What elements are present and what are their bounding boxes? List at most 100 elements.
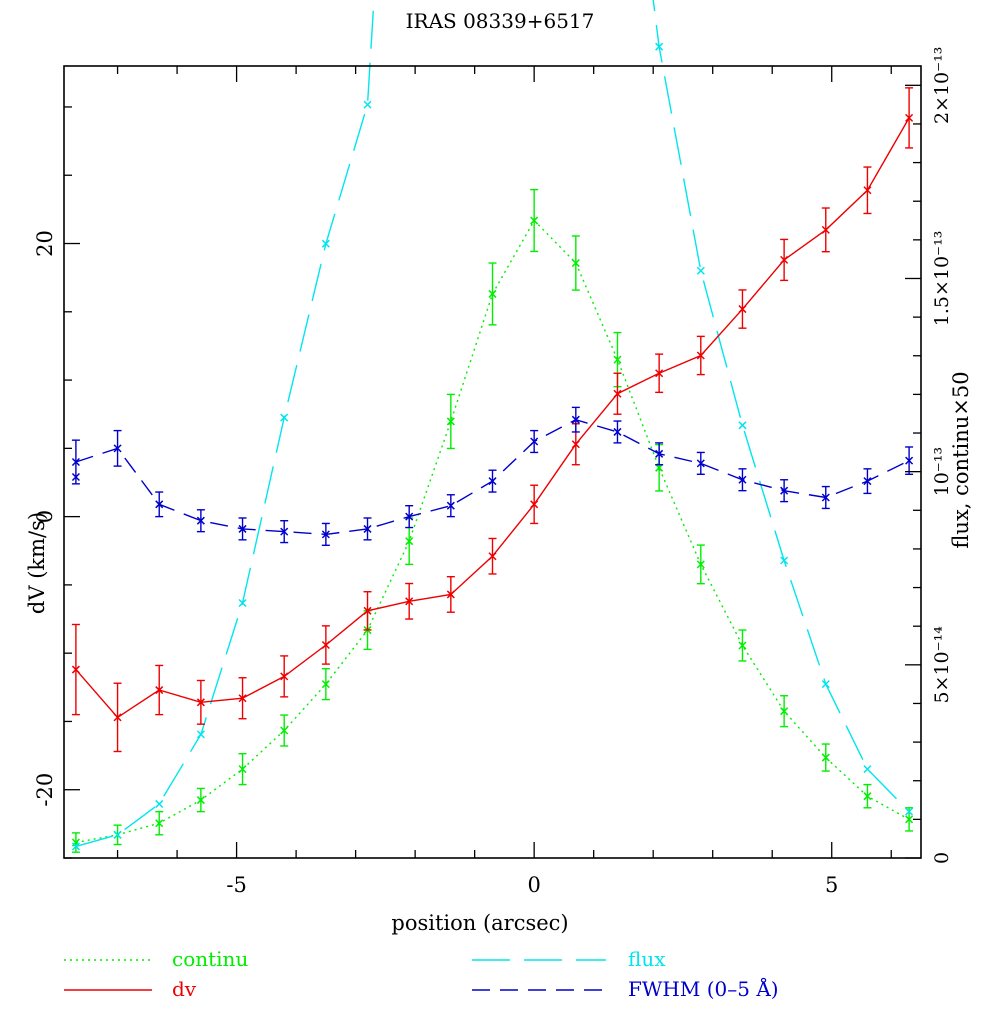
data-point xyxy=(905,113,914,122)
data-point xyxy=(738,305,747,314)
legend-label: flux xyxy=(628,947,666,971)
data-point xyxy=(446,417,455,426)
series-layer xyxy=(71,0,914,853)
data-point xyxy=(321,530,330,539)
data-point xyxy=(71,665,80,674)
data-point xyxy=(571,440,580,449)
data-point xyxy=(821,753,830,762)
series-continu xyxy=(71,188,914,853)
data-point xyxy=(321,680,330,689)
axis-layer: -5 0 5 -20 0 20 0 5×10⁻¹⁴ 10⁻¹³ 1.5×10⁻¹³ 2×10⁻¹³ xyxy=(33,47,953,897)
data-point-extra xyxy=(71,472,80,482)
data-point xyxy=(488,552,497,561)
data-point xyxy=(696,266,705,275)
data-point xyxy=(613,389,622,398)
y-right-tick-label: 1.5×10⁻¹³ xyxy=(931,231,953,327)
data-point xyxy=(488,289,497,298)
y-left-tick-label: 20 xyxy=(33,230,57,257)
data-point xyxy=(780,556,789,565)
data-point xyxy=(280,726,289,735)
data-point xyxy=(113,444,122,453)
data-point xyxy=(905,807,914,816)
data-point xyxy=(363,524,372,533)
y-right-tick-label: 5×10⁻¹⁴ xyxy=(931,626,953,704)
data-point xyxy=(488,477,497,486)
data-point xyxy=(71,842,80,851)
legend-label: continu xyxy=(172,947,248,971)
x-tick-label: 0 xyxy=(527,873,540,897)
data-point xyxy=(780,707,789,716)
data-point xyxy=(571,259,580,268)
data-point xyxy=(780,255,789,264)
data-point xyxy=(405,537,414,546)
series-flux xyxy=(71,0,914,851)
chart-title: IRAS 08339+6517 xyxy=(406,9,595,33)
data-point xyxy=(613,427,622,436)
data-point xyxy=(821,225,830,234)
data-point xyxy=(363,100,372,109)
series-dv xyxy=(71,87,914,753)
data-point xyxy=(155,500,164,509)
data-point xyxy=(71,457,80,467)
data-point xyxy=(780,486,789,495)
data-point xyxy=(738,421,747,430)
tick-marks xyxy=(64,66,921,859)
data-point xyxy=(280,413,289,422)
legend-label: dv xyxy=(172,977,197,1001)
data-point xyxy=(280,672,289,681)
data-point xyxy=(155,799,164,808)
data-point xyxy=(863,765,872,774)
data-point xyxy=(530,216,539,225)
data-point xyxy=(155,686,164,695)
data-point xyxy=(530,437,539,446)
legend-item-fwhm-0-5: FWHM (0–5 Å) xyxy=(472,976,779,1001)
y-left-tick-label: 0 xyxy=(33,510,57,523)
data-point xyxy=(655,463,664,472)
y-right-tick-label: 10⁻¹³ xyxy=(931,447,953,496)
series-line-flux xyxy=(75,0,910,848)
data-point xyxy=(405,512,414,521)
data-point xyxy=(905,815,914,824)
data-point xyxy=(655,42,664,51)
y-axis-right-label: flux, continu×50 xyxy=(949,371,973,548)
data-point xyxy=(655,369,664,378)
legend-label: FWHM (0–5 Å) xyxy=(628,976,779,1001)
y-right-tick-label: 0 xyxy=(931,852,953,864)
legend-item-continu: continu xyxy=(64,947,248,971)
series-line-dv xyxy=(75,117,910,719)
data-point xyxy=(571,415,580,424)
data-point xyxy=(738,641,747,650)
data-point xyxy=(113,713,122,722)
data-point xyxy=(113,830,122,839)
data-point xyxy=(446,501,455,510)
legend-item-dv: dv xyxy=(64,977,197,1001)
y-axis-left-label: dV (km/s) xyxy=(25,512,49,614)
data-point xyxy=(863,792,872,801)
data-point xyxy=(863,477,872,486)
data-point xyxy=(863,186,872,195)
data-point xyxy=(280,527,289,536)
data-point xyxy=(696,351,705,360)
y-right-tick-label: 2×10⁻¹³ xyxy=(931,47,953,124)
legend: continu flux dv FWHM (0–5 Å) xyxy=(64,947,779,1001)
data-point xyxy=(655,449,664,458)
y-left-tick-label: -20 xyxy=(33,773,57,807)
x-axis-label: position (arcsec) xyxy=(391,911,568,935)
data-point xyxy=(405,597,414,606)
data-point xyxy=(446,590,455,599)
x-tick-label: -5 xyxy=(226,873,246,897)
data-point xyxy=(238,598,247,608)
data-point xyxy=(321,239,330,248)
data-point xyxy=(821,493,830,502)
x-tick-label: 5 xyxy=(825,873,838,897)
series-fwhm-0-5 xyxy=(71,406,914,546)
data-point xyxy=(821,680,830,689)
series-line-continu xyxy=(75,219,910,844)
data-point xyxy=(196,730,205,739)
plot-frame xyxy=(63,65,922,859)
data-point xyxy=(696,459,705,468)
data-point xyxy=(905,456,914,465)
data-point xyxy=(738,475,747,484)
data-point xyxy=(613,355,622,364)
